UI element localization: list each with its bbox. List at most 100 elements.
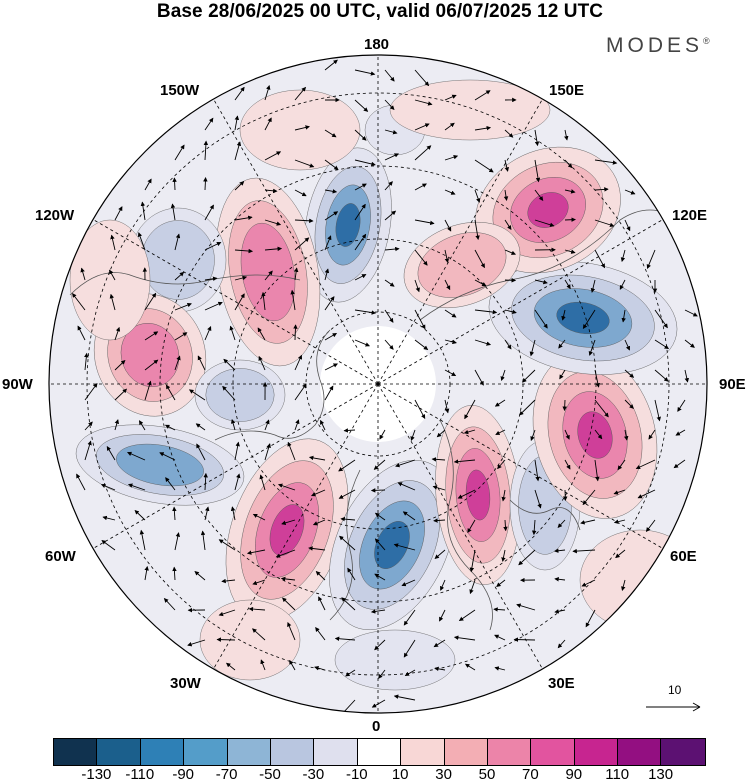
wind-vector-arrow <box>281 519 296 525</box>
wind-vector-arrow <box>673 459 686 469</box>
wind-vector-arrow <box>444 122 455 131</box>
wind-vector-arrow <box>354 233 367 251</box>
wind-vector-arrow <box>84 352 89 371</box>
wind-vector-arrow <box>84 421 93 431</box>
wind-vector-arrow <box>134 509 146 521</box>
wind-vector-arrow <box>561 309 566 321</box>
wind-vector-arrow <box>139 529 146 551</box>
wind-vector-arrow <box>114 206 123 221</box>
wind-vector-arrow <box>294 419 300 431</box>
wind-vector-arrow <box>293 324 298 341</box>
wind-vector-arrow <box>204 326 212 341</box>
wind-vector-arrow <box>334 636 356 641</box>
wind-vector-arrow <box>402 511 416 521</box>
wind-vector-arrow <box>519 399 536 416</box>
colorbar-swatch <box>661 739 705 765</box>
wind-vector-arrow <box>684 369 689 383</box>
wind-vector-arrow <box>280 576 296 582</box>
wind-vector-arrow <box>464 399 476 420</box>
wind-vector-arrow <box>562 399 567 412</box>
wind-vector-arrow <box>564 249 576 254</box>
wind-vector-arrow <box>354 183 367 191</box>
wind-vector-arrow <box>234 275 248 281</box>
wind-vector-arrow <box>343 428 356 433</box>
wind-vector-arrow <box>311 489 326 497</box>
wind-vector-arrow <box>221 578 236 584</box>
wind-vector-arrow <box>554 548 566 553</box>
wind-vector-arrow <box>204 276 218 281</box>
wind-vector-arrow <box>294 383 307 401</box>
wind-vector-arrow <box>76 473 86 491</box>
wind-vector-arrow <box>500 369 506 382</box>
wind-vector-arrow <box>474 309 498 315</box>
wind-vector-arrow <box>557 519 566 528</box>
colorbar-swatch <box>314 739 358 765</box>
negative-anomaly-contour <box>335 203 361 247</box>
wind-vector-arrow <box>174 271 185 281</box>
wind-vector-arrow <box>287 622 296 641</box>
wind-vector-arrow <box>434 666 446 672</box>
colorbar-tick-label: 90 <box>565 766 583 783</box>
wind-vector-arrow <box>444 369 457 376</box>
lon-label-120e: 120E <box>672 207 708 224</box>
wind-vector-arrow <box>654 369 669 382</box>
wind-vector-arrow <box>370 488 386 493</box>
wind-vector-arrow <box>444 339 457 345</box>
wind-vector-arrow <box>354 203 366 221</box>
wind-vector-arrow <box>324 189 338 194</box>
wind-vector-arrow <box>564 189 576 194</box>
wind-vector-arrow <box>474 125 492 131</box>
wind-vector-arrow <box>294 218 314 224</box>
wind-vector-arrow <box>594 219 615 227</box>
wind-vector-arrow <box>144 331 159 341</box>
wind-vector-arrow <box>378 669 386 679</box>
wind-vector-arrow <box>529 339 536 357</box>
wind-vector-arrow <box>264 419 270 431</box>
wind-vector-arrow <box>204 506 210 521</box>
wind-vector-arrow <box>260 659 266 671</box>
wind-vector-arrow <box>444 249 450 264</box>
wind-vector-arrow <box>354 339 370 347</box>
wind-vector-arrow <box>294 189 307 197</box>
wind-vector-arrow <box>623 429 629 441</box>
wind-vector-arrow <box>195 423 206 431</box>
wind-vector-arrow <box>289 659 296 671</box>
wind-vector-arrow <box>234 293 245 311</box>
wind-vector-arrow <box>588 339 596 356</box>
wind-vector-arrow <box>590 279 596 293</box>
lon-label-120w: 120W <box>35 207 75 224</box>
wind-vector-arrow <box>234 248 254 254</box>
wind-vector-arrow <box>114 388 128 401</box>
wind-vector-arrow <box>624 369 635 378</box>
wind-vector-arrow <box>222 385 236 401</box>
wind-vector-arrow <box>294 86 306 101</box>
wind-vector-arrow <box>312 519 326 526</box>
wind-vector-arrow <box>264 151 282 161</box>
wind-vector-arrow <box>621 309 626 323</box>
wind-vector-arrow <box>354 69 376 76</box>
wind-vector-arrow <box>474 189 481 203</box>
wind-vector-arrow <box>277 483 296 491</box>
colorbar-tick-label: -70 <box>215 766 238 783</box>
wind-vector-arrow <box>494 634 506 641</box>
wind-vector-arrow <box>294 159 315 168</box>
colorbar-swatch <box>184 739 228 765</box>
wind-vector-arrow <box>624 189 636 195</box>
wind-vector-arrow <box>414 123 430 131</box>
wind-vector-arrow <box>504 159 509 172</box>
wind-vector-arrow <box>248 606 266 612</box>
wind-vector-arrow <box>534 129 540 147</box>
wind-vector-arrow <box>234 473 241 491</box>
negative-anomaly-contour <box>116 443 204 487</box>
wind-vector-arrow <box>619 279 626 290</box>
colorbar-tick-label: 30 <box>435 766 452 783</box>
colorbar-swatch <box>444 739 488 765</box>
wind-vector-arrow <box>218 539 236 551</box>
wind-vector-arrow <box>110 234 116 251</box>
colorbar-swatch <box>487 739 532 765</box>
wind-vector-arrow <box>340 516 356 522</box>
wind-vector-arrow <box>403 639 416 658</box>
wind-vector-arrow <box>324 235 332 251</box>
wind-vector-arrow <box>102 515 116 521</box>
wind-vector-arrow <box>615 549 626 559</box>
